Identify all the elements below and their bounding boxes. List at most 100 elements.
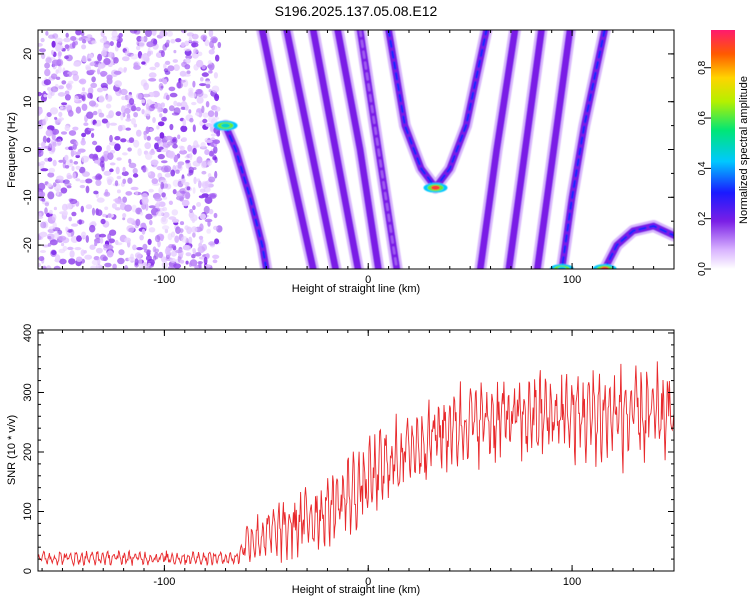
noise-blob [146, 41, 155, 48]
noise-blob [164, 60, 171, 65]
noise-blob [196, 156, 203, 164]
noise-blob [102, 44, 110, 49]
noise-blob [115, 111, 122, 117]
noise-blob [48, 167, 56, 173]
noise-blob [123, 69, 127, 73]
noise-blob [116, 157, 122, 161]
noise-blob [109, 141, 117, 146]
ridge-hotspot-inner [221, 123, 231, 128]
noise-blob [206, 228, 212, 234]
noise-blob [118, 32, 123, 38]
noise-blob [103, 191, 111, 197]
noise-blob [210, 133, 217, 137]
noise-blob [200, 77, 204, 82]
x-tick-label: 100 [563, 576, 581, 588]
noise-blob [80, 205, 85, 213]
noise-blob [196, 202, 202, 207]
noise-blob [89, 62, 95, 67]
noise-blob [118, 249, 125, 256]
noise-blob [192, 80, 196, 88]
noise-blob [199, 213, 206, 220]
noise-blob [160, 50, 165, 58]
noise-blob [91, 259, 99, 266]
noise-blob [90, 82, 98, 89]
noise-blob [167, 65, 175, 72]
ridge-hotspot-inner [431, 185, 440, 190]
noise-blob [41, 197, 46, 202]
noise-blob [147, 238, 152, 245]
noise-blob [41, 141, 46, 149]
noise-blob [109, 229, 117, 236]
y-tick-label: 400 [22, 324, 34, 342]
noise-blob [81, 31, 85, 37]
noise-blob [38, 182, 46, 191]
noise-blob [203, 205, 210, 214]
noise-blob [133, 65, 141, 70]
noise-blob [109, 122, 118, 126]
noise-blob [63, 73, 70, 78]
noise-blob [192, 232, 196, 238]
noise-blob [91, 132, 95, 138]
noise-blob [106, 144, 111, 152]
noise-blob [85, 235, 90, 243]
y-tick-label: 10 [22, 96, 34, 108]
noise-blob [185, 58, 191, 64]
ridge [354, 30, 403, 269]
y-tick-label: 300 [22, 383, 34, 401]
noise-blob [105, 103, 112, 109]
noise-blob [131, 118, 136, 125]
noise-blob [139, 265, 145, 269]
noise-blob [109, 162, 116, 166]
noise-blob [65, 226, 69, 232]
noise-blob [214, 238, 220, 245]
noise-blob [202, 112, 210, 118]
noise-blob [162, 142, 168, 148]
noise-blob [59, 258, 67, 265]
noise-blob [137, 148, 142, 157]
noise-blob [136, 247, 144, 251]
noise-blob [89, 69, 96, 74]
noise-blob [75, 106, 82, 114]
noise-blob [99, 38, 107, 44]
noise-blob [67, 246, 73, 250]
noise-blob [114, 80, 122, 88]
noise-blob [98, 233, 107, 238]
noise-blob [126, 217, 134, 224]
noise-blob [165, 94, 170, 101]
noise-blob [129, 30, 138, 34]
snr-ylabel: SNR (10 * v/v) [6, 415, 18, 485]
noise-blob [85, 185, 90, 194]
noise-blob [75, 30, 82, 36]
noise-blob [184, 245, 192, 251]
noise-blob [75, 154, 80, 159]
noise-blob [169, 92, 178, 98]
noise-blob [161, 160, 168, 164]
noise-blob [92, 140, 98, 146]
noise-blob [122, 56, 130, 62]
noise-blob [131, 105, 137, 112]
noise-blob [156, 200, 161, 205]
noise-blob [179, 79, 186, 83]
noise-blob [128, 137, 135, 144]
noise-blob [88, 100, 97, 107]
noise-blob [52, 182, 57, 188]
noise-blob [112, 263, 117, 269]
noise-blob [55, 254, 61, 262]
noise-blob [72, 41, 76, 49]
ridge [592, 220, 674, 269]
noise-blob [171, 218, 180, 223]
noise-blob [134, 258, 139, 266]
noise-blob [182, 118, 187, 127]
noise-blob [214, 93, 220, 102]
noise-blob [103, 170, 112, 176]
noise-blob [60, 131, 68, 135]
noise-blob [85, 178, 93, 184]
noise-blob [42, 265, 47, 269]
noise-blob [208, 241, 216, 246]
noise-blob [191, 254, 196, 259]
noise-blob [64, 182, 72, 187]
noise-blob [212, 259, 218, 264]
noise-blob [207, 110, 215, 117]
noise-blob [133, 112, 139, 118]
colorbar-label: Normalized spectral amplitude [738, 76, 750, 224]
